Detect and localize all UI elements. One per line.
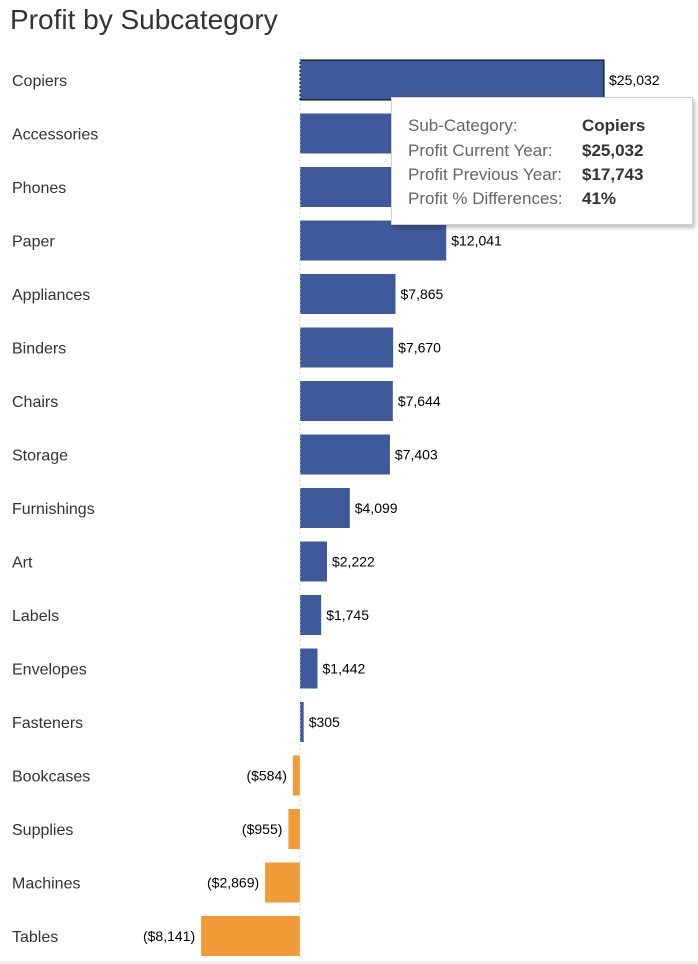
- tooltip-key: Sub-Category:: [408, 116, 518, 135]
- tooltip-value: $17,743: [582, 165, 644, 184]
- tooltip-value: $25,032: [582, 141, 644, 160]
- data-label: ($955): [242, 821, 282, 837]
- category-label: Tables: [12, 929, 58, 946]
- category-label: Envelopes: [12, 662, 87, 679]
- tooltip-value: 41%: [582, 189, 617, 208]
- category-label: Fasteners: [12, 715, 83, 732]
- data-label: $305: [309, 714, 340, 730]
- bar[interactable]: [300, 488, 350, 528]
- bar[interactable]: [300, 648, 318, 689]
- category-label: Paper: [12, 234, 55, 251]
- category-label: Bookcases: [12, 769, 90, 786]
- tooltip-value: Copiers: [582, 116, 646, 135]
- tooltip-key: Profit % Differences:: [408, 189, 563, 208]
- data-label: $1,442: [323, 661, 366, 677]
- bar[interactable]: [288, 809, 300, 849]
- tooltip-key: Profit Previous Year:: [408, 165, 563, 184]
- bar[interactable]: [265, 862, 300, 903]
- bar[interactable]: [300, 327, 394, 368]
- tooltip-row-previous: Profit Previous Year: $17,743: [408, 163, 643, 187]
- category-label: Appliances: [12, 287, 90, 304]
- tooltip-key: Profit Current Year:: [408, 141, 553, 160]
- category-label: Chairs: [12, 394, 58, 411]
- data-label: $2,222: [332, 554, 375, 570]
- category-label: Storage: [12, 448, 68, 465]
- data-label: ($2,869): [207, 875, 259, 891]
- category-label: Labels: [12, 608, 59, 625]
- data-label: $12,041: [451, 233, 502, 249]
- category-label: Phones: [12, 180, 66, 197]
- tooltip-row-subcategory: Sub-Category: Copiers: [408, 114, 645, 138]
- tooltip-row-difference: Profit % Differences: 41%: [408, 187, 616, 211]
- data-label: $7,670: [398, 340, 441, 356]
- bottom-border: [0, 961, 698, 964]
- tooltip: Sub-Category: Copiers Profit Current Yea…: [391, 97, 693, 225]
- bar[interactable]: [292, 755, 300, 796]
- category-label: Copiers: [12, 73, 67, 90]
- data-label: $25,032: [609, 72, 660, 88]
- category-label: Supplies: [12, 822, 73, 839]
- bar[interactable]: [300, 702, 304, 742]
- bar[interactable]: [201, 916, 300, 956]
- bar[interactable]: [300, 220, 447, 261]
- chart-title: Profit by Subcategory: [10, 4, 278, 35]
- category-label: Art: [12, 555, 33, 572]
- tooltip-row-current: Profit Current Year: $25,032: [408, 139, 643, 163]
- data-label: ($8,141): [143, 928, 195, 944]
- bar[interactable]: [300, 541, 327, 582]
- category-label: Accessories: [12, 127, 98, 144]
- category-label: Binders: [12, 341, 66, 358]
- data-label: $7,865: [401, 286, 444, 302]
- bar[interactable]: [300, 381, 393, 421]
- data-label: $7,644: [398, 393, 441, 409]
- category-label: Machines: [12, 876, 80, 893]
- bar[interactable]: [300, 595, 322, 635]
- bar[interactable]: [299, 59, 605, 101]
- category-label: Furnishings: [12, 501, 95, 518]
- bar[interactable]: [300, 274, 396, 314]
- data-label: ($584): [246, 768, 286, 784]
- data-label: $7,403: [395, 447, 438, 463]
- data-label: $4,099: [355, 500, 398, 516]
- bar[interactable]: [300, 434, 390, 475]
- data-label: $1,745: [326, 607, 369, 623]
